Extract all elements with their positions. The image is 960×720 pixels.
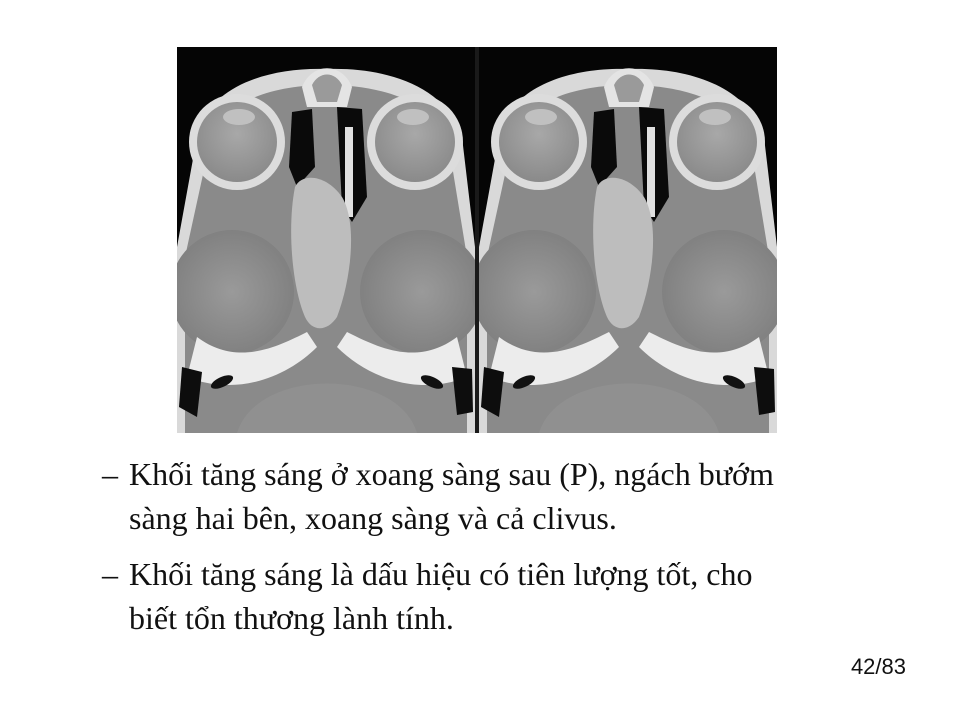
bullet-item: – Khối tăng sáng ở xoang sàng sau (P), n…	[102, 452, 902, 540]
bullet-text-line: biết tổn thương lành tính.	[129, 600, 454, 636]
bullet-item: – Khối tăng sáng là dấu hiệu có tiên lượ…	[102, 552, 902, 640]
bullet-text-line: sàng hai bên, xoang sàng và cả clivus.	[129, 500, 617, 536]
page-number: 42/83	[850, 654, 906, 679]
ct-scan-image	[177, 47, 777, 433]
bullet-text-line: Khối tăng sáng ở xoang sàng sau (P), ngá…	[129, 456, 774, 492]
bullet-list: – Khối tăng sáng ở xoang sàng sau (P), n…	[102, 452, 902, 652]
bullet-marker: –	[102, 556, 118, 592]
bullet-text-line: Khối tăng sáng là dấu hiệu có tiên lượng…	[129, 556, 753, 592]
bullet-marker: –	[102, 456, 118, 492]
